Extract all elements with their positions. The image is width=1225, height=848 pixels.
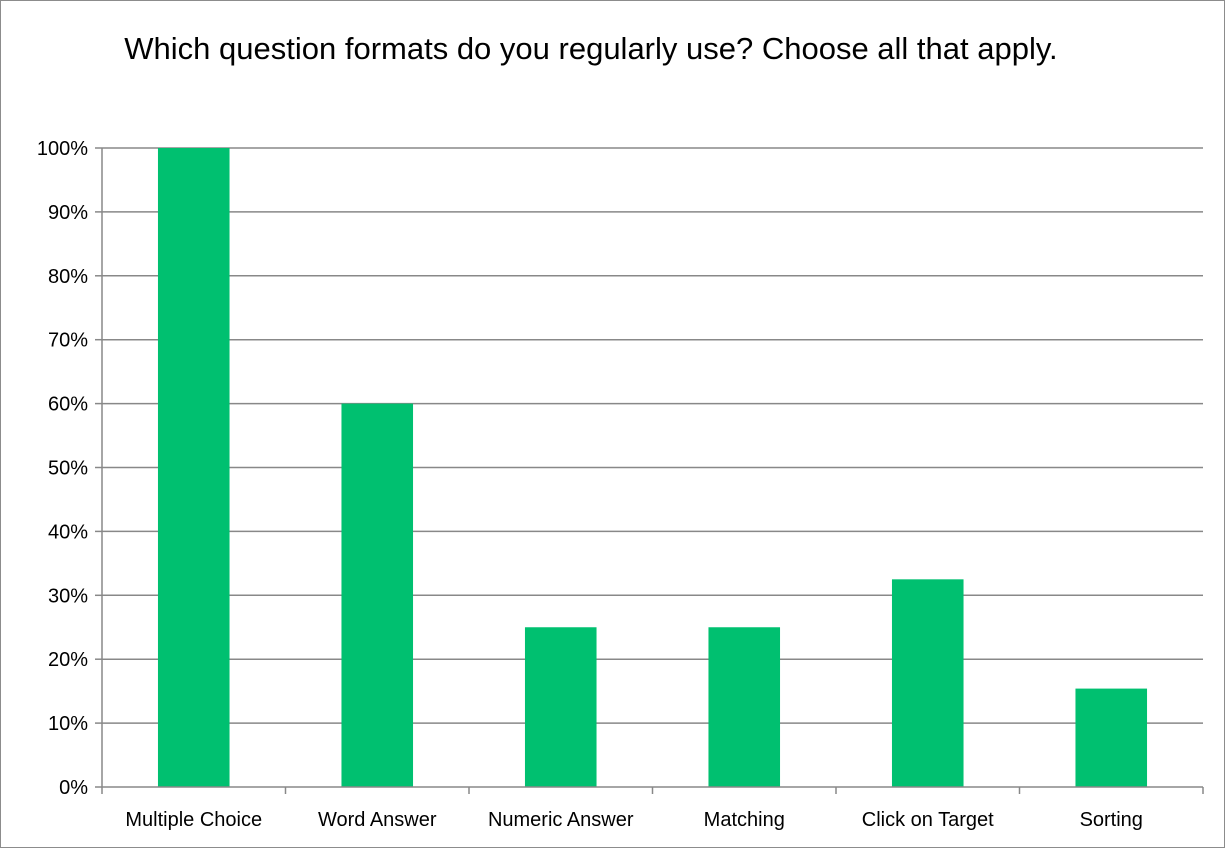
- x-category-label: Word Answer: [318, 809, 437, 831]
- y-tick-label: 100%: [37, 138, 88, 160]
- y-tick-label: 0%: [59, 777, 88, 799]
- y-tick-labels: 0% 10% 20% 30% 40% 50% 60% 70% 80% 90% 100%: [37, 138, 88, 799]
- y-tick-label: 30%: [48, 585, 88, 607]
- x-category-labels: Multiple Choice Word Answer Numeric Answer…: [125, 809, 1143, 831]
- bars: [157, 148, 1148, 787]
- y-tick-label: 10%: [48, 713, 88, 735]
- gridlines: [102, 147, 1203, 724]
- y-tick-label: 70%: [48, 330, 88, 352]
- axes: [95, 147, 1204, 794]
- chart-title: Which question formats do you regularly …: [124, 31, 1058, 66]
- y-tick-label: 80%: [48, 266, 88, 288]
- x-category-label: Click on Target: [862, 809, 994, 831]
- x-category-label: Multiple Choice: [125, 809, 262, 831]
- bar: [708, 627, 781, 787]
- bar: [157, 148, 230, 787]
- bar: [341, 403, 414, 787]
- y-tick-label: 90%: [48, 202, 88, 224]
- bar: [891, 579, 964, 787]
- x-category-label: Matching: [704, 809, 785, 831]
- bar: [1075, 688, 1148, 787]
- y-tick-label: 60%: [48, 394, 88, 416]
- y-tick-label: 50%: [48, 458, 88, 480]
- bar: [524, 627, 597, 787]
- x-category-label: Sorting: [1080, 809, 1143, 831]
- y-tick-label: 20%: [48, 649, 88, 671]
- y-tick-label: 40%: [48, 521, 88, 543]
- x-category-label: Numeric Answer: [488, 809, 634, 831]
